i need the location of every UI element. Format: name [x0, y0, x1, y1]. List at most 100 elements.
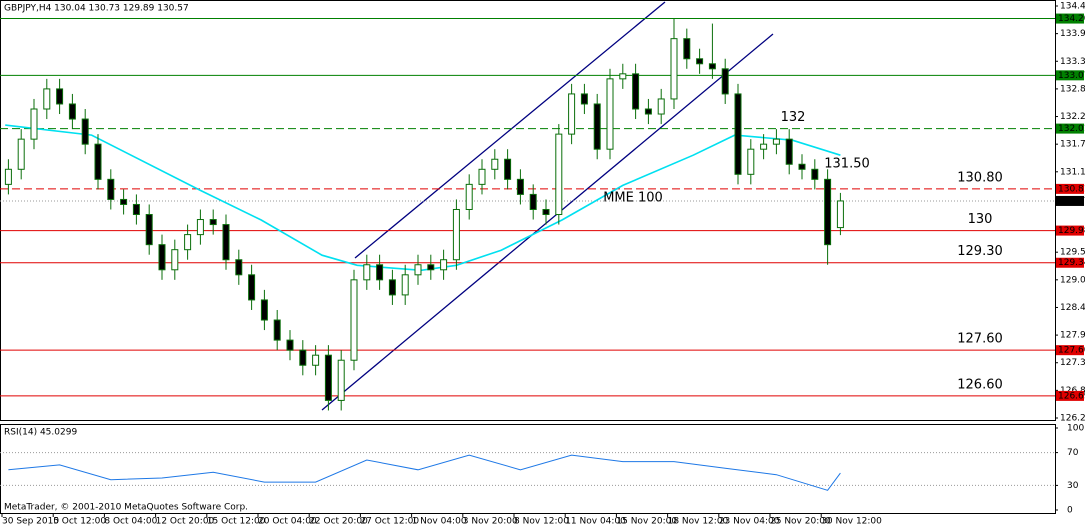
- candle-body: [209, 219, 217, 226]
- level-note: 126.60: [957, 377, 1003, 392]
- candle-body: [478, 168, 486, 185]
- level-box: [1056, 390, 1084, 401]
- x-tick-label: 23 Nov 04:00: [719, 517, 780, 527]
- level-note: 130.80: [957, 170, 1003, 185]
- candle-body: [670, 38, 678, 100]
- candle-body: [632, 73, 640, 110]
- candle-body: [273, 319, 281, 341]
- level-box: [1056, 345, 1084, 356]
- y-tick-label: 0: [1067, 506, 1073, 516]
- x-tick-label: 8 Oct 04:00: [104, 517, 157, 527]
- x-tick-label: 27 Oct 12:00: [360, 517, 419, 527]
- candle-body: [81, 118, 89, 145]
- candle-body: [196, 219, 204, 236]
- candle-body: [401, 274, 409, 296]
- candle-body: [4, 168, 12, 185]
- x-tick-label: 18 Nov 12:00: [668, 517, 729, 527]
- level-box: [1056, 13, 1084, 24]
- y-tick-label: 128.45: [1060, 303, 1085, 313]
- x-tick-label: 12 Oct 20:00: [156, 517, 215, 527]
- y-tick-label: 132.25: [1060, 112, 1085, 122]
- level-note: 127.60: [957, 332, 1003, 347]
- candle-body: [772, 138, 780, 145]
- candle-body: [30, 108, 38, 140]
- level-box: [1056, 225, 1084, 236]
- candle-body: [568, 93, 576, 135]
- y-tick-label: 131.15: [1060, 167, 1085, 177]
- candle-body: [145, 214, 153, 246]
- candle-body: [120, 198, 128, 205]
- candle-body: [235, 259, 243, 276]
- level-box: [1056, 123, 1084, 134]
- level-label: 129.34: [1058, 258, 1085, 268]
- price-frame: [0, 0, 1056, 421]
- candle-body: [824, 178, 832, 246]
- footer: MetaTrader, © 2001-2010 MetaQuotes Softw…: [4, 503, 248, 513]
- level-box: [1056, 257, 1084, 268]
- candle-body: [260, 299, 268, 321]
- y-tick-label: 133.90: [1060, 29, 1085, 39]
- level-box: [1056, 70, 1084, 81]
- candle-body: [43, 88, 51, 110]
- candle-body: [427, 264, 435, 271]
- y-tick-label: 70: [1067, 448, 1079, 458]
- candle-body: [529, 193, 537, 210]
- candle-body: [440, 259, 448, 271]
- ma-name: MME 100: [603, 191, 663, 206]
- x-tick-label: 1 Nov 04:00: [412, 517, 467, 527]
- channel-lower: [321, 33, 774, 411]
- candle-body: [68, 103, 76, 120]
- candle-body: [683, 38, 691, 60]
- last-price-label: 130.57: [1058, 196, 1085, 206]
- candle-body: [721, 68, 729, 95]
- candle-body: [580, 93, 588, 105]
- y-tick-label: 129.55: [1060, 248, 1085, 258]
- candle-body: [555, 133, 563, 216]
- level-box: [1056, 183, 1084, 194]
- candle-body: [158, 244, 166, 271]
- level-label: 134.20: [1058, 14, 1085, 24]
- candle-body: [708, 63, 716, 70]
- candle-body: [132, 203, 140, 216]
- level-label: 127.60: [1058, 346, 1085, 356]
- level-label: 126.69: [1058, 391, 1085, 401]
- candle-body: [491, 158, 499, 170]
- ma-note: 131.50: [824, 157, 870, 172]
- level-note: 129.30: [957, 244, 1003, 259]
- candle-body: [324, 354, 332, 401]
- candle-body: [734, 93, 742, 175]
- level-label: 132.01: [1058, 124, 1085, 134]
- candle-body: [465, 183, 473, 210]
- symbol-header: GBPJPY,H4 130.04 130.73 129.89 130.57: [4, 4, 189, 14]
- y-tick-label: 129.00: [1060, 275, 1085, 285]
- candle-body: [760, 143, 768, 150]
- x-tick-label: 30 Sep 2010: [2, 517, 59, 527]
- candle-body: [619, 73, 627, 80]
- candle-body: [107, 178, 115, 200]
- y-tick-label: 127.90: [1060, 331, 1085, 341]
- level-note: 130: [968, 212, 993, 227]
- candle-body: [593, 103, 601, 150]
- channel-upper: [354, 1, 666, 259]
- candle-body: [222, 224, 230, 261]
- candle-body: [56, 88, 64, 105]
- candle-body: [299, 349, 307, 366]
- y-tick-label: 131.70: [1060, 140, 1085, 150]
- candle-body: [516, 178, 524, 195]
- candle-body: [17, 138, 25, 170]
- candle-body: [184, 234, 192, 251]
- x-tick-label: 11 Nov 04:00: [565, 517, 626, 527]
- level-label: 130.81: [1058, 184, 1085, 194]
- candle-body: [350, 279, 358, 361]
- candle-body: [696, 58, 704, 65]
- candle-body: [248, 274, 256, 301]
- y-tick-label: 134.45: [1060, 2, 1085, 12]
- candle-body: [798, 163, 806, 170]
- candle-body: [337, 359, 345, 401]
- candle-body: [171, 249, 179, 271]
- level-label: 133.07: [1058, 71, 1085, 81]
- candle-body: [657, 98, 665, 115]
- candle-body: [747, 148, 755, 175]
